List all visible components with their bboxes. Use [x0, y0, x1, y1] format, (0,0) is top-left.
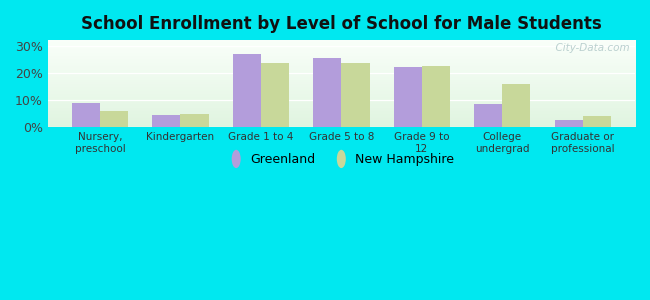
Bar	[152, 115, 181, 127]
Bar	[394, 67, 422, 127]
Bar	[422, 66, 450, 127]
Bar	[582, 116, 611, 127]
Bar	[72, 103, 100, 127]
Bar	[341, 63, 369, 127]
Legend: Greenland, New Hampshire: Greenland, New Hampshire	[224, 146, 459, 172]
Bar	[502, 84, 530, 127]
Bar	[554, 121, 582, 127]
Title: School Enrollment by Level of School for Male Students: School Enrollment by Level of School for…	[81, 15, 602, 33]
Bar	[233, 54, 261, 127]
Bar	[100, 111, 128, 127]
Bar	[474, 104, 502, 127]
Bar	[313, 58, 341, 127]
Bar	[261, 63, 289, 127]
Bar	[181, 114, 209, 127]
Text: City-Data.com: City-Data.com	[549, 43, 629, 53]
